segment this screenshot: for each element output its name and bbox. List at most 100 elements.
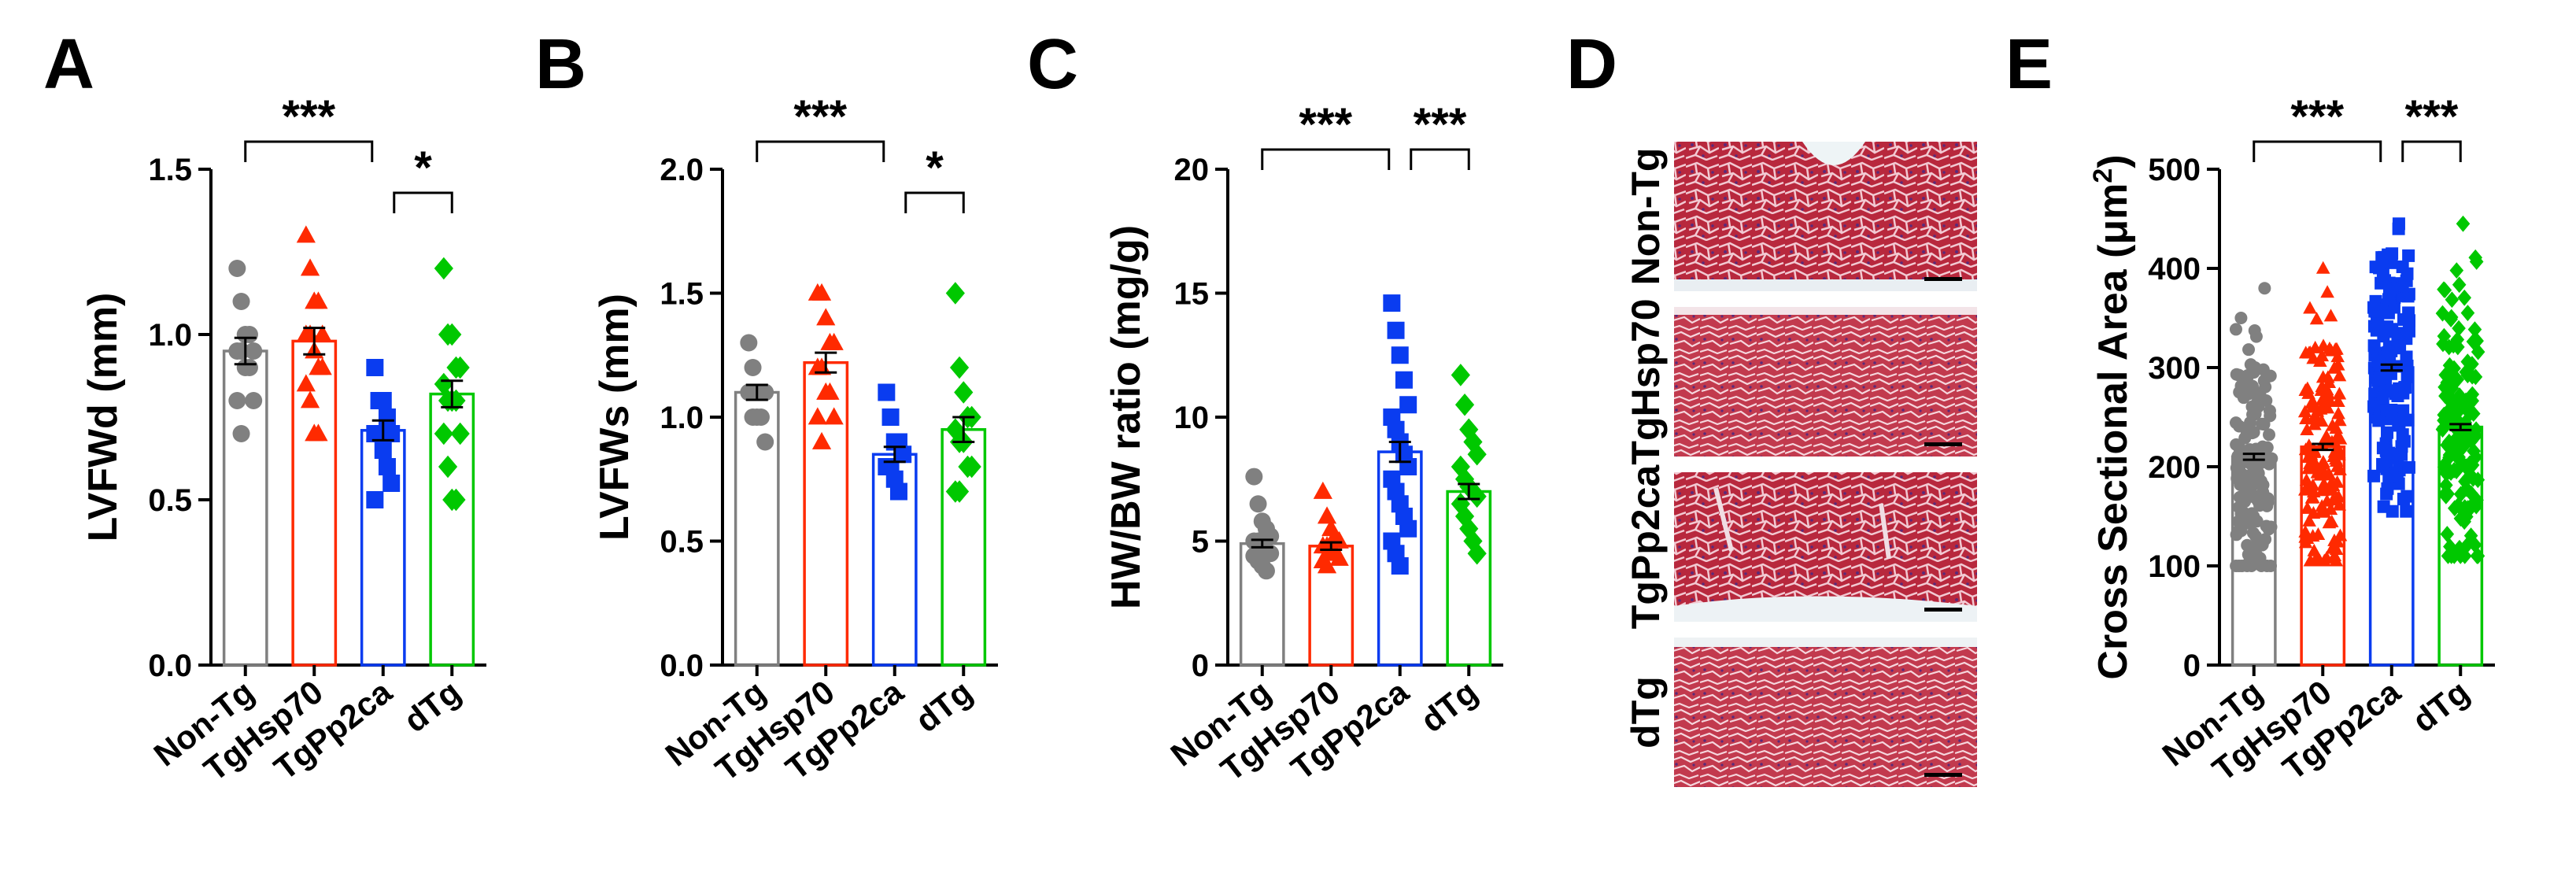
data-point — [2233, 420, 2246, 433]
data-point — [1391, 557, 1409, 575]
data-point — [2315, 456, 2330, 470]
data-point — [2387, 282, 2400, 295]
data-point — [2447, 360, 2461, 377]
significance-bracket — [393, 191, 453, 213]
data-point — [378, 408, 396, 426]
data-point — [2331, 406, 2345, 420]
data-point — [2381, 426, 2394, 439]
data-point — [811, 283, 832, 301]
significance-label: *** — [2405, 91, 2459, 142]
data-point — [2441, 486, 2455, 502]
data-point — [1245, 468, 1263, 486]
data-point — [2470, 332, 2484, 349]
data-point — [2301, 381, 2315, 394]
data-point — [1383, 294, 1401, 312]
data-point — [2247, 366, 2260, 379]
data-point — [2382, 446, 2396, 460]
data-point-group — [296, 225, 332, 442]
data-point — [2300, 501, 2315, 514]
y-tick-label: 400 — [2148, 252, 2201, 286]
data-point — [1399, 396, 1417, 414]
data-point — [2467, 442, 2481, 460]
data-point — [2247, 426, 2260, 439]
data-point — [1329, 530, 1349, 549]
data-point-group — [1245, 468, 1280, 580]
data-point — [2371, 303, 2385, 316]
y-tick-label: 0 — [1192, 649, 1209, 683]
data-point — [2446, 438, 2460, 455]
data-point — [2446, 337, 2460, 354]
data-point — [2263, 428, 2276, 442]
data-point — [2241, 538, 2254, 552]
data-point — [228, 260, 246, 277]
y-tick-label: 2.0 — [660, 153, 704, 187]
y-tick-label: 0.0 — [660, 649, 704, 683]
scale-bar — [1924, 608, 1962, 612]
data-point — [1451, 364, 1470, 386]
significance-label: *** — [1414, 99, 1467, 150]
data-point — [2440, 526, 2455, 542]
data-point — [2396, 261, 2409, 274]
data-point-group — [878, 383, 912, 501]
y-tick-label: 10 — [1174, 401, 1210, 435]
data-point — [2245, 379, 2259, 393]
data-point — [2242, 343, 2256, 357]
data-point — [296, 374, 316, 392]
data-point — [2460, 305, 2475, 322]
data-point — [2453, 510, 2468, 527]
y-tick-label: 500 — [2148, 153, 2201, 187]
data-point-group — [1383, 294, 1417, 575]
data-point — [2391, 390, 2404, 403]
data-point — [374, 392, 392, 409]
data-point — [2453, 548, 2468, 564]
data-point — [2298, 346, 2313, 359]
significance-label: * — [926, 142, 944, 194]
data-point — [2327, 449, 2341, 463]
data-point — [2460, 480, 2474, 497]
y-tick-label: 15 — [1174, 277, 1210, 312]
data-point — [2330, 428, 2345, 442]
micrograph-non-tg — [1674, 142, 1977, 291]
data-point — [240, 359, 258, 376]
data-point — [1451, 455, 1470, 479]
data-point — [2327, 549, 2342, 562]
data-point — [1467, 541, 1487, 565]
data-point — [2312, 553, 2326, 566]
histology-panel-d: Non-Tg TgHsp70 TgPp2ca dTg — [1624, 142, 1977, 787]
data-point — [2382, 248, 2395, 261]
data-point — [2230, 368, 2243, 381]
significance-bracket — [904, 191, 965, 213]
data-point — [1454, 505, 1475, 528]
y-tick-label: 0.5 — [148, 483, 192, 518]
data-point — [2461, 502, 2476, 519]
data-point — [2325, 541, 2340, 554]
x-tick-label: dTg — [1414, 673, 1484, 739]
data-point — [2452, 276, 2467, 294]
data-point — [2452, 320, 2466, 337]
y-axis-label: LVFWd (mm) — [80, 293, 126, 542]
data-point — [962, 455, 981, 479]
data-point — [232, 425, 250, 442]
data-point — [2244, 416, 2257, 429]
data-point — [945, 282, 965, 305]
data-point — [2314, 383, 2329, 396]
data-point — [2257, 374, 2271, 387]
data-point — [2331, 442, 2346, 455]
data-point — [2302, 513, 2316, 527]
data-point — [2372, 358, 2386, 371]
data-point — [2367, 469, 2381, 482]
data-point — [1249, 495, 1267, 513]
data-point — [1313, 481, 1332, 499]
data-point — [2467, 321, 2482, 338]
significance-bracket — [1410, 148, 1470, 170]
data-point — [2465, 368, 2479, 385]
data-point — [824, 407, 844, 425]
data-point — [2320, 401, 2335, 414]
data-point — [2330, 342, 2344, 355]
data-point — [2307, 445, 2322, 458]
data-point — [309, 291, 328, 309]
x-tick-label: dTg — [397, 673, 468, 739]
data-point — [2469, 253, 2484, 270]
data-point — [2233, 490, 2246, 504]
